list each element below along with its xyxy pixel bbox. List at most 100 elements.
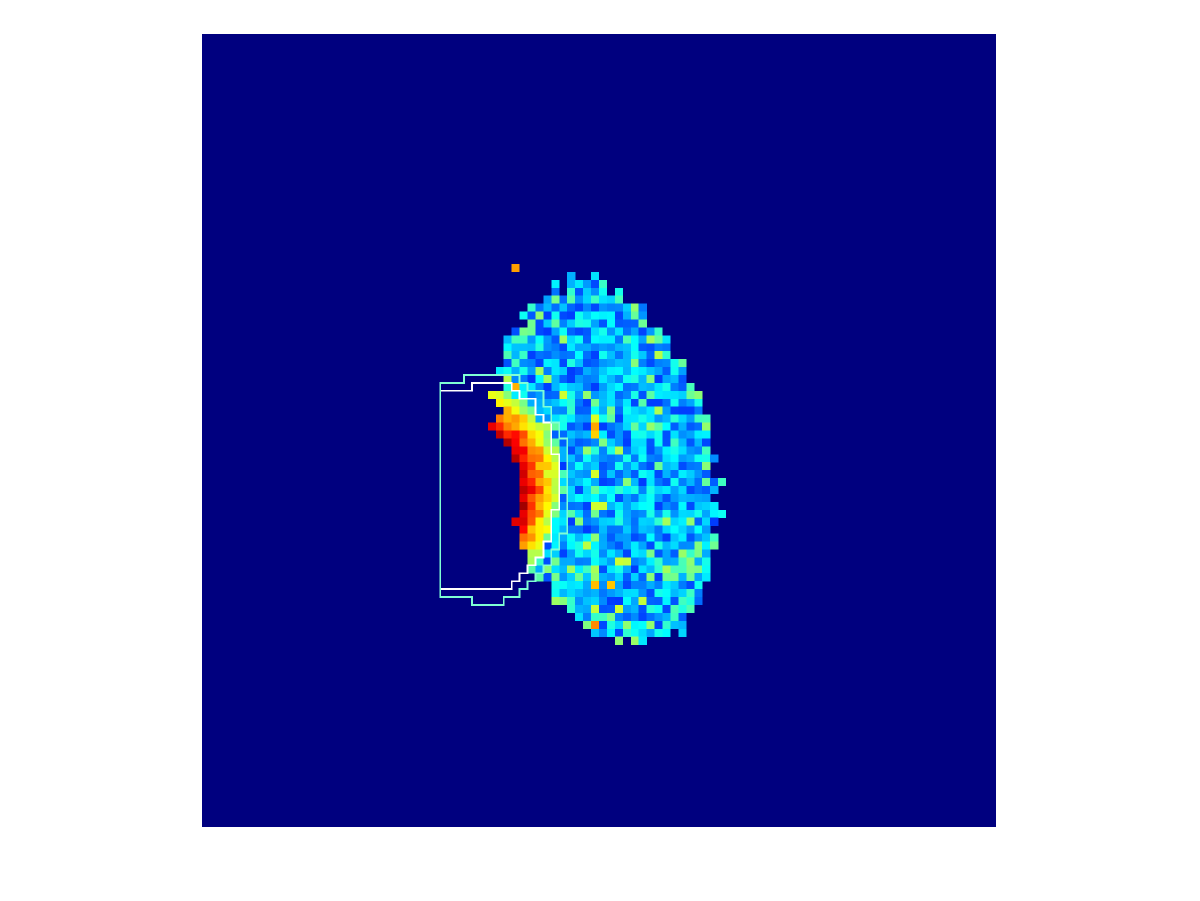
- map-pixel: [519, 382, 528, 392]
- map-pixel: [662, 541, 671, 550]
- map-pixel: [567, 454, 576, 463]
- map-pixel: [591, 454, 600, 463]
- map-pixel: [622, 501, 631, 510]
- map-pixel: [670, 390, 679, 399]
- map-pixel: [599, 517, 608, 526]
- map-pixel: [535, 470, 544, 479]
- map-pixel: [575, 303, 584, 312]
- map-pixel: [575, 541, 584, 550]
- map-pixel: [670, 509, 679, 518]
- map-pixel: [567, 486, 576, 495]
- map-pixel: [678, 462, 687, 471]
- map-pixel: [535, 501, 544, 510]
- map-pixel: [670, 374, 679, 384]
- map-pixel: [678, 565, 687, 574]
- map-pixel: [543, 517, 552, 526]
- map-pixel: [527, 501, 536, 510]
- map-pixel: [535, 573, 544, 582]
- map-pixel: [591, 382, 600, 392]
- map-pixel: [638, 398, 647, 407]
- pixel-layer: [487, 263, 727, 645]
- map-pixel: [630, 462, 639, 471]
- map-pixel: [622, 359, 631, 368]
- map-pixel: [662, 359, 671, 368]
- map-pixel: [686, 493, 695, 503]
- map-pixel: [686, 525, 695, 534]
- map-pixel: [559, 486, 568, 495]
- map-pixel: [599, 438, 608, 447]
- map-pixel: [606, 335, 616, 344]
- map-pixel: [694, 454, 703, 463]
- map-pixel: [511, 454, 520, 463]
- map-pixel: [614, 374, 623, 384]
- map-pixel: [606, 612, 616, 621]
- map-pixel: [583, 343, 592, 352]
- map-pixel: [630, 343, 639, 352]
- map-pixel: [702, 446, 711, 455]
- map-pixel: [606, 327, 616, 336]
- map-pixel: [567, 319, 576, 328]
- map-pixel: [646, 597, 655, 606]
- map-pixel: [630, 549, 639, 558]
- map-pixel: [535, 351, 544, 360]
- map-pixel: [606, 525, 616, 534]
- map-pixel: [654, 374, 663, 384]
- map-pixel: [551, 470, 560, 479]
- map-pixel: [614, 343, 623, 352]
- map-pixel: [575, 604, 584, 614]
- map-pixel: [654, 533, 663, 542]
- map-pixel: [614, 541, 623, 550]
- map-pixel: [630, 430, 639, 439]
- map-pixel: [567, 351, 576, 360]
- map-pixel: [662, 351, 671, 360]
- map-pixel: [630, 604, 639, 614]
- map-pixel: [646, 589, 655, 598]
- map-pixel: [662, 565, 671, 574]
- map-pixel: [614, 557, 623, 566]
- map-pixel: [654, 581, 663, 590]
- map-pixel: [694, 493, 703, 503]
- map-pixel: [591, 335, 600, 344]
- map-pixel: [638, 541, 647, 550]
- map-pixel: [614, 620, 623, 629]
- map-pixel: [527, 367, 536, 376]
- map-pixel: [646, 581, 655, 590]
- map-pixel: [614, 406, 623, 415]
- map-pixel: [599, 565, 608, 574]
- map-pixel: [662, 486, 671, 495]
- map-pixel: [614, 319, 623, 328]
- map-pixel: [646, 430, 655, 439]
- map-pixel: [599, 382, 608, 392]
- map-pixel: [575, 406, 584, 415]
- map-pixel: [503, 367, 512, 376]
- map-pixel: [599, 390, 608, 399]
- map-pixel: [551, 454, 560, 463]
- map-pixel: [535, 438, 544, 447]
- map-pixel: [678, 454, 687, 463]
- map-pixel: [670, 422, 679, 431]
- map-pixel: [583, 470, 592, 479]
- map-pixel: [559, 430, 568, 439]
- map-pixel: [559, 374, 568, 384]
- map-pixel: [543, 501, 552, 510]
- map-pixel: [638, 446, 647, 455]
- map-pixel: [646, 517, 655, 526]
- map-pixel: [646, 414, 655, 423]
- map-pixel: [591, 311, 600, 320]
- map-pixel: [654, 406, 663, 415]
- map-pixel: [591, 295, 600, 304]
- map-pixel: [559, 335, 568, 344]
- map-pixel: [583, 311, 592, 320]
- map-pixel: [519, 525, 528, 534]
- map-pixel: [591, 589, 600, 598]
- map-pixel: [599, 311, 608, 320]
- map-pixel: [694, 478, 703, 487]
- map-pixel: [599, 287, 608, 296]
- map-pixel: [694, 438, 703, 447]
- map-pixel: [543, 343, 552, 352]
- map-pixel: [694, 422, 703, 431]
- map-pixel: [686, 382, 695, 392]
- map-pixel: [678, 533, 687, 542]
- map-pixel: [606, 398, 616, 407]
- map-pixel: [646, 406, 655, 415]
